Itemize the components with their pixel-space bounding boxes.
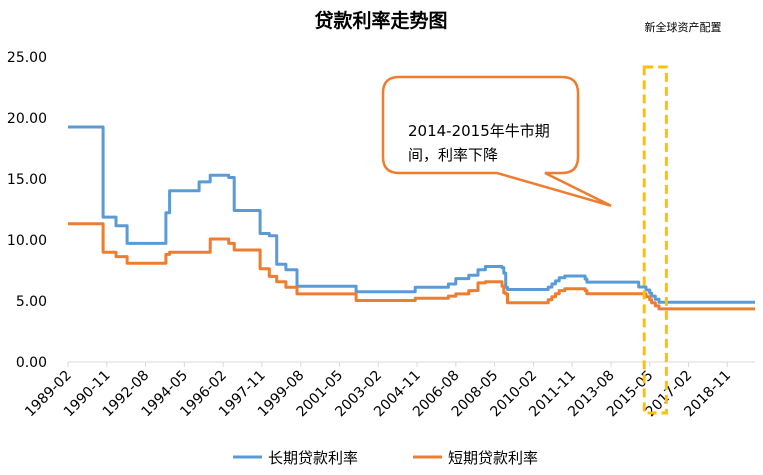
callout-bubble bbox=[381, 75, 612, 208]
legend-label-long-term: 长期贷款利率 bbox=[268, 449, 358, 467]
y-tick-label: 20.00 bbox=[7, 111, 47, 127]
y-tick-label: 25.00 bbox=[7, 50, 47, 66]
y-tick-label: 5.00 bbox=[16, 294, 47, 310]
y-tick-label: 15.00 bbox=[7, 172, 47, 188]
series-line-short-term bbox=[68, 222, 755, 311]
y-tick-label: 10.00 bbox=[7, 233, 47, 249]
highlight-box bbox=[642, 65, 668, 415]
legend-label-short-term: 短期贷款利率 bbox=[448, 449, 538, 467]
source-note: 新全球资产配置 bbox=[645, 20, 722, 34]
callout-text-line2: 间，利率下降 bbox=[408, 146, 498, 164]
callout-text-line1: 2014-2015年牛市期 bbox=[408, 122, 550, 140]
series-line-long-term bbox=[68, 125, 755, 304]
chart-title: 贷款利率走势图 bbox=[314, 9, 447, 32]
y-tick-label: 0.00 bbox=[16, 355, 47, 371]
